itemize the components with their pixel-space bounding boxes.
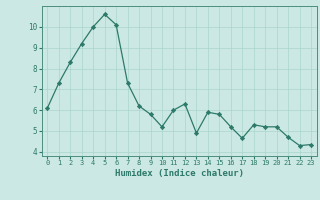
X-axis label: Humidex (Indice chaleur): Humidex (Indice chaleur) bbox=[115, 169, 244, 178]
